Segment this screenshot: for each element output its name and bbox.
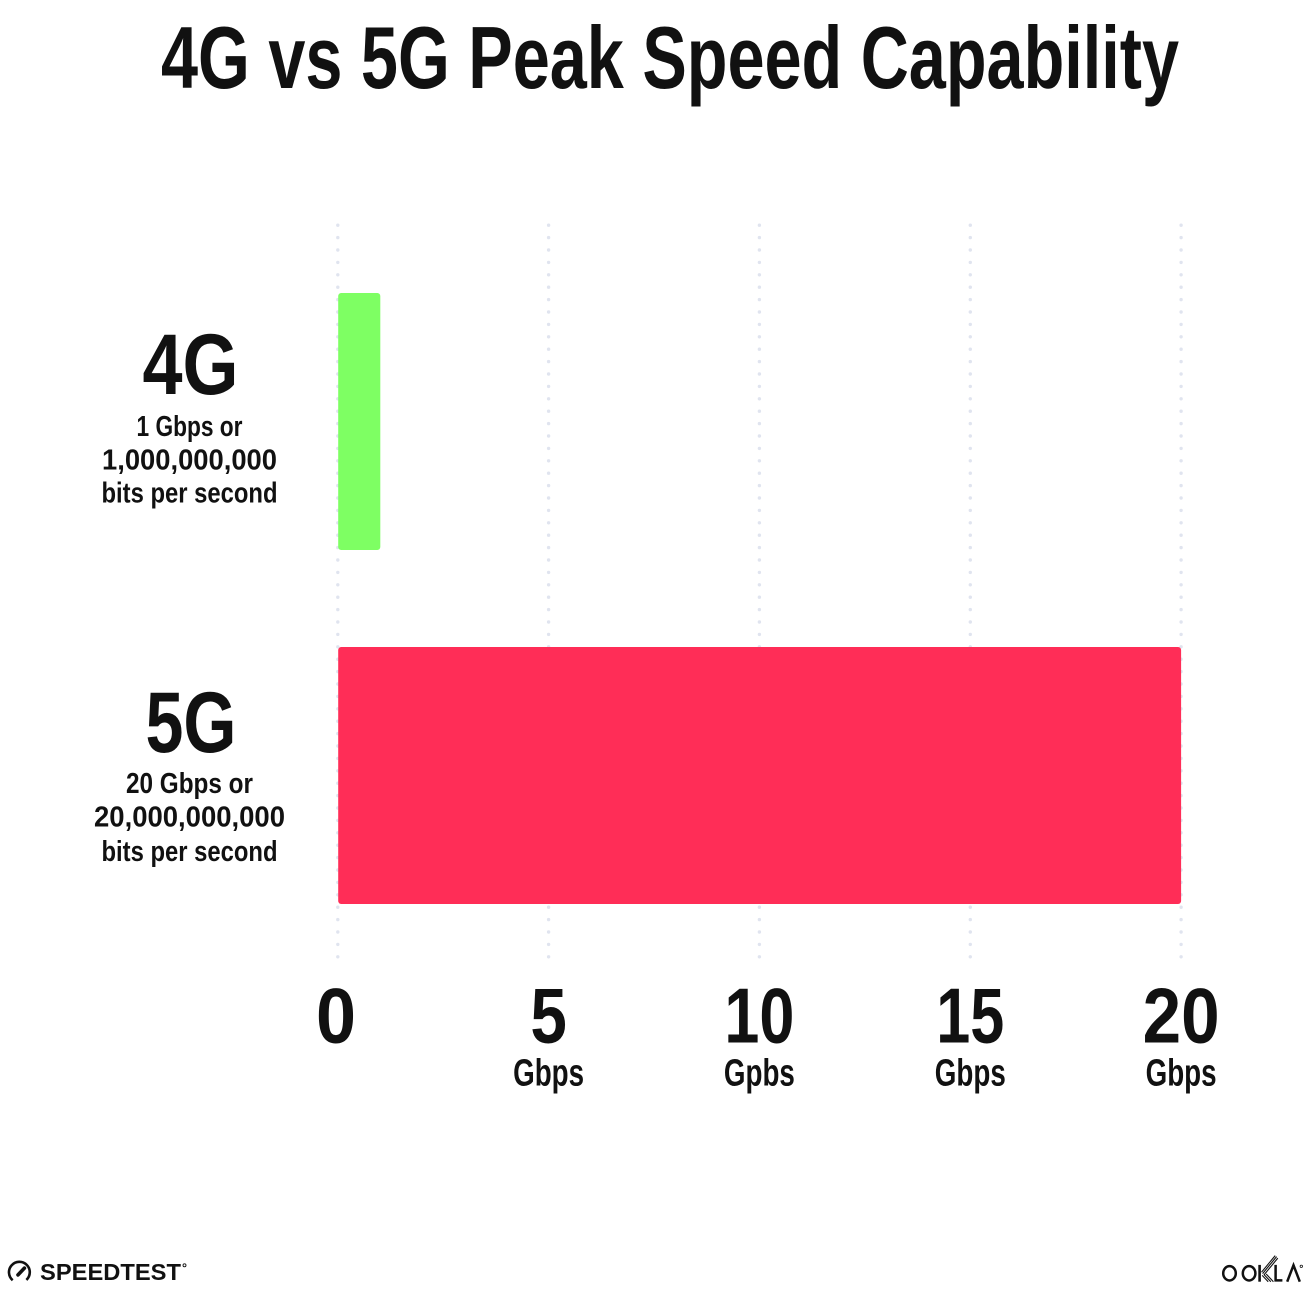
svg-text:0: 0 (316, 971, 356, 1059)
svg-text:1,000,000,000: 1,000,000,000 (102, 444, 277, 476)
svg-text:Gbps: Gbps (935, 1052, 1006, 1094)
svg-text:Gpbs: Gpbs (724, 1052, 795, 1094)
svg-text:5: 5 (530, 971, 567, 1059)
svg-text:SPEEDTEST: SPEEDTEST (40, 1259, 181, 1285)
svg-text:Gbps: Gbps (1146, 1052, 1217, 1094)
svg-text:10: 10 (724, 971, 794, 1059)
svg-text:Gbps: Gbps (513, 1052, 584, 1094)
svg-text:bits per second: bits per second (102, 477, 278, 509)
svg-text:bits per second: bits per second (102, 836, 278, 868)
svg-text:1 Gbps or: 1 Gbps or (137, 411, 243, 443)
svg-text:20: 20 (1143, 971, 1220, 1059)
svg-text:4G vs 5G Peak Speed Capability: 4G vs 5G Peak Speed Capability (161, 8, 1179, 107)
svg-text:5G: 5G (146, 675, 237, 771)
svg-text:20,000,000,000: 20,000,000,000 (94, 801, 285, 833)
svg-text:20 Gbps or: 20 Gbps or (126, 768, 253, 800)
svg-text:15: 15 (936, 971, 1004, 1059)
svg-text:4G: 4G (143, 317, 239, 413)
